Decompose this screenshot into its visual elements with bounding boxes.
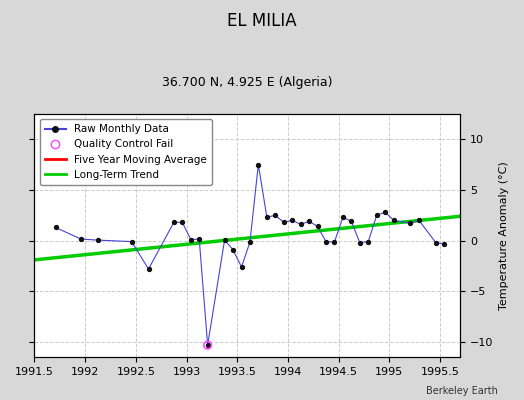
Point [51, 224, 60, 231]
Point [339, 214, 347, 220]
Point [373, 212, 381, 218]
Point [229, 246, 237, 253]
Point [203, 342, 212, 348]
Y-axis label: Temperature Anomaly (°C): Temperature Anomaly (°C) [499, 161, 509, 310]
Point [313, 223, 322, 230]
Point [279, 219, 288, 226]
Point [170, 219, 178, 226]
Point [389, 217, 398, 224]
Text: Berkeley Earth: Berkeley Earth [426, 386, 498, 396]
Point [254, 161, 263, 168]
Point [246, 239, 254, 245]
Point [144, 266, 152, 272]
Point [221, 237, 229, 243]
Point [94, 237, 102, 243]
Point [187, 236, 195, 243]
Point [415, 217, 423, 224]
Point [330, 239, 339, 245]
Point [288, 217, 297, 224]
Point [347, 218, 355, 224]
Point [432, 240, 440, 246]
Title: 36.700 N, 4.925 E (Algeria): 36.700 N, 4.925 E (Algeria) [162, 76, 333, 89]
Point [440, 241, 449, 247]
Point [178, 219, 187, 226]
Point [356, 240, 364, 246]
Point [297, 221, 305, 228]
Legend: Raw Monthly Data, Quality Control Fail, Five Year Moving Average, Long-Term Tren: Raw Monthly Data, Quality Control Fail, … [40, 119, 212, 185]
Text: EL MILIA: EL MILIA [227, 12, 297, 30]
Point [195, 236, 203, 242]
Point [322, 238, 330, 245]
Point [77, 236, 85, 242]
Point [203, 342, 212, 348]
Point [305, 218, 313, 224]
Point [381, 209, 389, 215]
Point [364, 238, 373, 245]
Point [263, 214, 271, 220]
Point [237, 264, 246, 270]
Point [127, 238, 136, 245]
Point [271, 212, 279, 218]
Point [406, 220, 414, 226]
